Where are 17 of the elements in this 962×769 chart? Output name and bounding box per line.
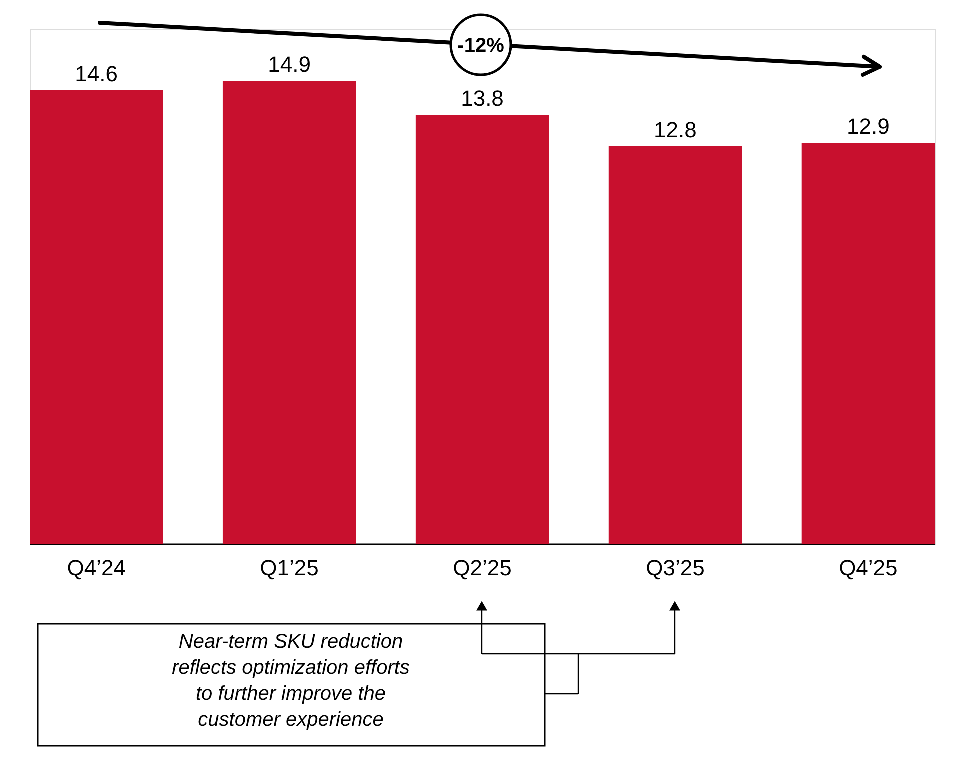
data-label: 12.9 <box>847 114 890 140</box>
x-tick-label: Q4’25 <box>839 556 898 580</box>
bar <box>222 81 356 544</box>
x-tick-label: Q2’25 <box>453 556 512 580</box>
x-tick-label: Q3’25 <box>646 556 705 580</box>
x-tick-label: Q4’24 <box>67 556 126 580</box>
bar <box>416 115 550 544</box>
bar <box>802 143 935 544</box>
text: Near-term SKU reduction reflects optimization efforts to further improve the customer experience <box>172 631 410 731</box>
text: -12% <box>458 35 505 57</box>
data-label: 12.8 <box>654 117 697 142</box>
x-tick-label: Q1’25 <box>260 556 319 580</box>
data-label: 13.8 <box>461 86 504 112</box>
data-label: 14.6 <box>75 61 118 86</box>
data-label: 14.9 <box>268 52 311 77</box>
bar <box>30 90 164 544</box>
bar <box>608 146 742 544</box>
